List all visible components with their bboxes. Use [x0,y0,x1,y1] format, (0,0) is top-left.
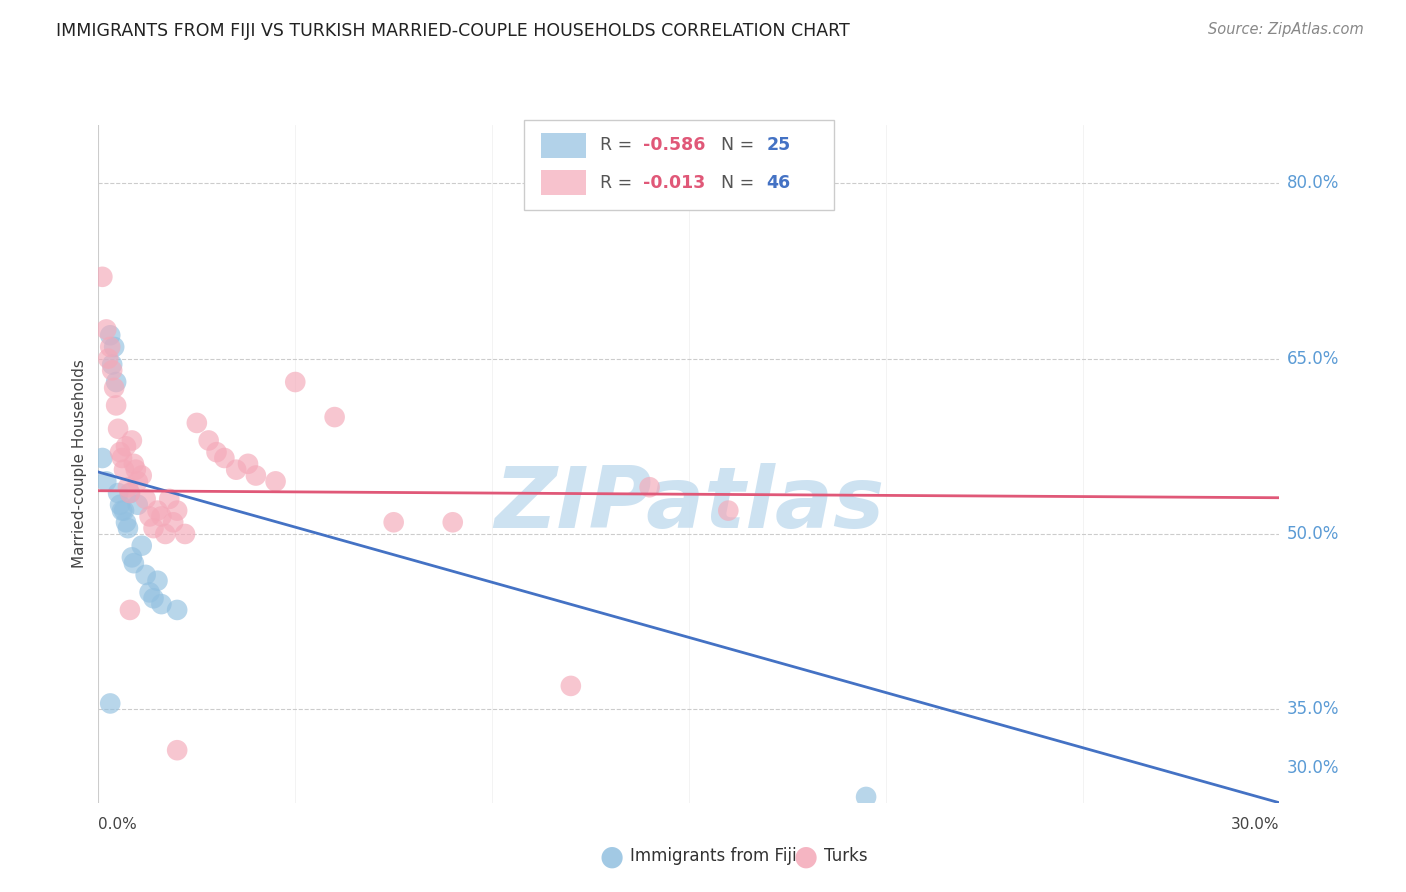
Point [560,679,582,693]
Text: IMMIGRANTS FROM FIJI VS TURKISH MARRIED-COUPLE HOUSEHOLDS CORRELATION CHART: IMMIGRANTS FROM FIJI VS TURKISH MARRIED-… [56,22,851,40]
Text: 25: 25 [766,136,790,154]
Point [121,434,143,448]
Point [125,463,148,477]
Point [101,363,124,377]
Text: 65.0%: 65.0% [1286,350,1339,368]
Point [284,375,307,389]
Text: 50.0%: 50.0% [1286,525,1339,543]
Point [138,509,160,524]
Point [146,574,169,588]
Point [205,445,228,459]
Point [122,457,145,471]
Point [264,475,287,489]
Point [214,450,236,465]
Point [131,539,153,553]
Point [91,269,114,284]
Point [107,422,129,436]
Point [441,516,464,530]
Text: Turks: Turks [824,847,868,865]
Text: ●: ● [599,842,624,871]
Point [118,603,141,617]
Point [855,789,877,804]
Text: 46: 46 [766,174,790,192]
Point [225,463,247,477]
Point [118,486,141,500]
Point [96,475,118,489]
Text: N =: N = [710,174,759,192]
Point [121,550,143,565]
Point [108,498,131,512]
Point [166,503,188,517]
Point [98,697,121,711]
Text: R =: R = [600,136,638,154]
Point [150,597,173,611]
Point [146,503,169,517]
Point [236,457,259,471]
Point [197,434,219,448]
Text: ●: ● [793,842,818,871]
Point [186,416,208,430]
Text: 30.0%: 30.0% [1286,759,1339,777]
Text: 35.0%: 35.0% [1286,700,1339,718]
Point [91,450,114,465]
Point [96,322,118,336]
Y-axis label: Married-couple Households: Married-couple Households [72,359,87,568]
Point [174,527,197,541]
Point [166,743,188,757]
Point [111,450,134,465]
Point [108,445,131,459]
Point [122,556,145,570]
Text: N =: N = [710,136,759,154]
Point [97,351,120,366]
Point [142,521,165,535]
Point [117,521,139,535]
Point [135,567,157,582]
Point [638,480,661,494]
Point [157,491,180,506]
Point [98,328,121,343]
Point [382,516,405,530]
Text: R =: R = [600,174,638,192]
Text: ZIPatlas: ZIPatlas [494,463,884,546]
Point [107,486,129,500]
Point [103,340,125,354]
Point [112,463,135,477]
Text: 0.0%: 0.0% [98,817,138,832]
Point [323,410,346,425]
Text: Source: ZipAtlas.com: Source: ZipAtlas.com [1208,22,1364,37]
Text: Immigrants from Fiji: Immigrants from Fiji [630,847,797,865]
Point [162,516,184,530]
Point [118,486,141,500]
Text: 80.0%: 80.0% [1286,174,1339,193]
Point [166,603,188,617]
Point [155,527,177,541]
Point [142,591,165,606]
Point [131,468,153,483]
Point [112,503,135,517]
Point [138,585,160,599]
Point [103,381,125,395]
Point [150,509,173,524]
Text: -0.586: -0.586 [643,136,704,154]
Point [127,475,149,489]
Point [127,498,149,512]
Point [98,340,121,354]
Text: -0.013: -0.013 [643,174,704,192]
Point [717,503,740,517]
Point [101,358,124,372]
Point [105,398,128,412]
Point [111,503,134,517]
Point [115,516,138,530]
Point [117,480,139,494]
Text: 30.0%: 30.0% [1232,817,1279,832]
Point [105,375,128,389]
Point [245,468,267,483]
Point [115,439,138,453]
Point [135,491,157,506]
